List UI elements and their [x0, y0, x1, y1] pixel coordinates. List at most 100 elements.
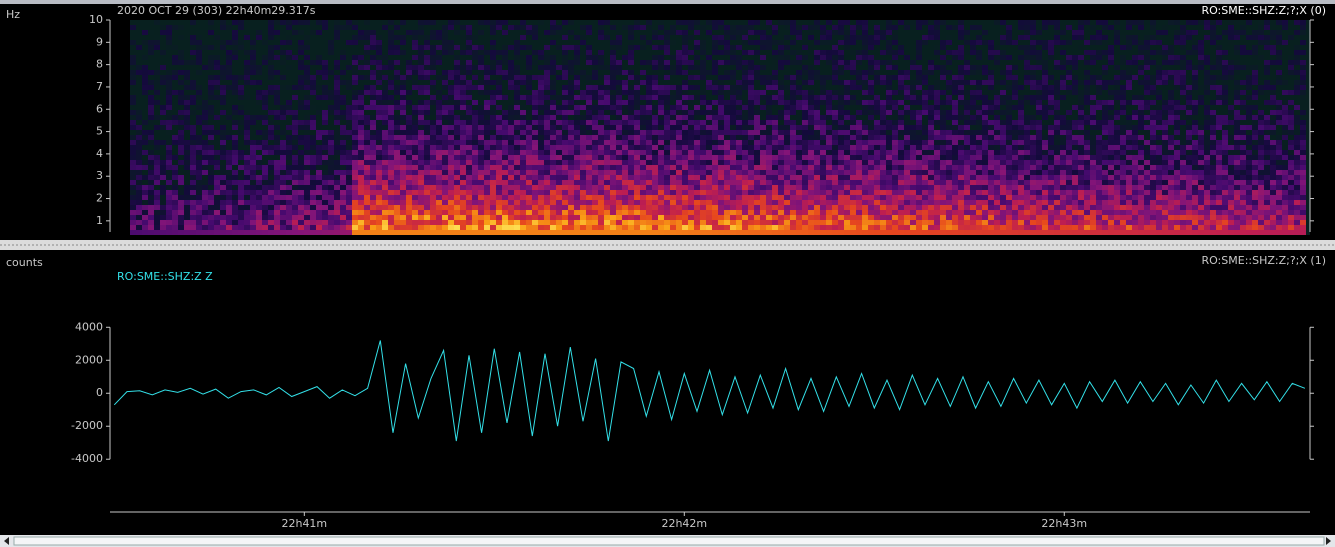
spectrogram-cell	[712, 200, 718, 205]
spectrogram-cell	[640, 150, 646, 155]
spectrogram-cell	[268, 205, 274, 210]
spectrogram-cell	[742, 180, 748, 185]
spectrogram-cell	[562, 120, 568, 125]
spectrogram-cell	[808, 130, 814, 135]
spectrogram-cell	[406, 230, 412, 235]
spectrogram-cell	[142, 125, 148, 130]
spectrogram-cell	[352, 45, 358, 50]
spectrogram-cell	[160, 60, 166, 65]
spectrogram-cell	[136, 100, 142, 105]
spectrogram-cell	[328, 140, 334, 145]
spectrogram-cell	[334, 80, 340, 85]
spectrogram-cell	[508, 145, 514, 150]
spectrogram-cell	[778, 220, 784, 225]
spectrogram-cell	[412, 195, 418, 200]
spectrogram-cell	[304, 205, 310, 210]
spectrogram-cell	[604, 185, 610, 190]
spectrogram-cell	[160, 90, 166, 95]
spectrogram-cell	[226, 65, 232, 70]
spectrogram-cell	[172, 145, 178, 150]
spectrogram-cell	[274, 65, 280, 70]
spectrogram-cell	[184, 200, 190, 205]
spectrogram-cell	[472, 105, 478, 110]
spectrogram-cell	[478, 220, 484, 225]
spectrogram-cell	[376, 25, 382, 30]
spectrogram-cell	[502, 55, 508, 60]
spectrogram-cell	[364, 35, 370, 40]
spectrogram-cell	[688, 115, 694, 120]
spectrogram-cell	[514, 135, 520, 140]
spectrogram-cell	[520, 220, 526, 225]
spectrogram-cell	[226, 220, 232, 225]
spectrogram-cell	[190, 70, 196, 75]
spectrogram-cell	[532, 85, 538, 90]
spectrogram-cell	[700, 135, 706, 140]
spectrogram-cell	[388, 25, 394, 30]
spectrogram-cell	[760, 230, 766, 235]
spectrogram-cell	[772, 130, 778, 135]
spectrogram-cell	[664, 195, 670, 200]
spectrogram-cell	[748, 220, 754, 225]
spectrogram-cell	[622, 100, 628, 105]
spectrogram-cell	[784, 215, 790, 220]
spectrogram-cell	[724, 165, 730, 170]
spectrogram-cell	[586, 165, 592, 170]
spectrogram-cell	[808, 135, 814, 140]
spectrogram-cell	[148, 145, 154, 150]
spectrogram-cell	[526, 75, 532, 80]
spectrogram-cell	[394, 185, 400, 190]
spectrogram-cell	[466, 70, 472, 75]
spectrogram-cell	[652, 100, 658, 105]
spectrogram-cell	[388, 35, 394, 40]
spectrogram-cell	[784, 210, 790, 215]
spectrogram-cell	[268, 25, 274, 30]
spectrogram-cell	[664, 135, 670, 140]
spectrogram-cell	[640, 85, 646, 90]
spectrogram-cell	[628, 80, 634, 85]
spectrogram-cell	[724, 50, 730, 55]
spectrogram-cell	[586, 50, 592, 55]
spectrogram-cell	[460, 210, 466, 215]
spectrogram-cell	[724, 185, 730, 190]
spectrogram-cell	[610, 205, 616, 210]
spectrogram-cell	[652, 115, 658, 120]
spectrogram-cell	[592, 145, 598, 150]
spectrogram-cell	[322, 150, 328, 155]
spectrogram-cell	[412, 190, 418, 195]
spectrogram-cell	[466, 55, 472, 60]
spectrogram-cell	[658, 230, 664, 235]
spectrogram-cell	[544, 55, 550, 60]
spectrogram-cell	[592, 75, 598, 80]
spectrogram-cell	[154, 90, 160, 95]
spectrogram-cell	[262, 220, 268, 225]
spectrogram-cell	[184, 115, 190, 120]
spectrogram-cell	[700, 60, 706, 65]
spectrogram-cell	[736, 65, 742, 70]
spectrogram-cell	[268, 20, 274, 25]
spectrogram-cell	[568, 215, 574, 220]
spectrogram-cell	[532, 140, 538, 145]
spectrogram-cell	[712, 100, 718, 105]
spectrogram-cell	[286, 175, 292, 180]
spectrogram-cell	[814, 120, 820, 125]
spectrogram-cell	[814, 190, 820, 195]
spectrogram-cell	[580, 25, 586, 30]
spectrogram-cell	[220, 45, 226, 50]
spectrogram-cell	[436, 40, 442, 45]
spectrogram-cell	[772, 65, 778, 70]
spectrogram-cell	[658, 185, 664, 190]
spectrogram-cell	[412, 35, 418, 40]
spectrogram-cell	[322, 65, 328, 70]
spectrogram-cell	[460, 215, 466, 220]
spectrogram-cell	[442, 220, 448, 225]
spectrogram-cell	[652, 145, 658, 150]
spectrogram-cell	[178, 205, 184, 210]
spectrogram-cell	[466, 200, 472, 205]
spectrogram-cell	[142, 175, 148, 180]
spectrogram-cell	[454, 215, 460, 220]
spectrogram-cell	[778, 30, 784, 35]
spectrogram-cell	[490, 100, 496, 105]
spectrogram-cell	[472, 50, 478, 55]
spectrogram-cell	[514, 215, 520, 220]
spectrogram-cell	[424, 75, 430, 80]
